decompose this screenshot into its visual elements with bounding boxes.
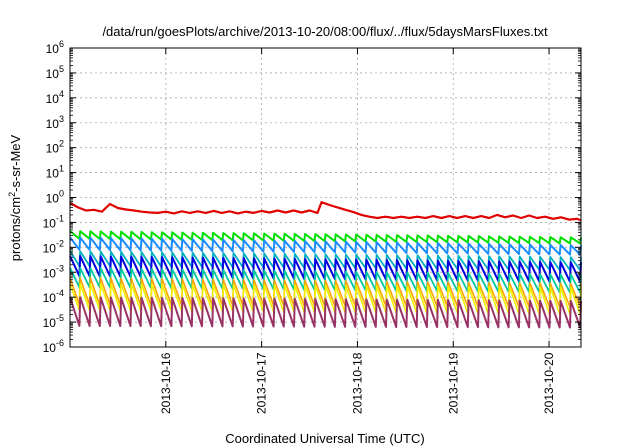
- series-line-3: [69, 236, 582, 256]
- y-tick-label: 101: [46, 164, 64, 181]
- x-tick-label: 2013-10-18: [350, 352, 364, 414]
- x-axis-label: Coordinated Universal Time (UTC): [225, 431, 424, 446]
- grid-lines: [70, 48, 581, 347]
- y-tick-label: 10-4: [43, 288, 64, 305]
- series-layer: [69, 201, 582, 329]
- y-axis-ticks: 10-6 10-5 10-4 10-3 10-2 10-1 100 101 102 103 104 1…: [43, 39, 581, 355]
- y-axis-label-prefix: protons/cm: [8, 197, 23, 261]
- x-axis-ticks: 2013-10-16 2013-10-17 2013-10-18 2013-10-19…: [159, 48, 556, 414]
- x-tick-label: 2013-10-20: [542, 352, 556, 414]
- y-tick-label: 106: [46, 39, 64, 56]
- y-tick-label: 10-2: [43, 238, 64, 255]
- y-tick-label: 10-3: [43, 263, 64, 280]
- y-tick-label: 105: [46, 64, 64, 81]
- y-tick-label: 100: [46, 189, 64, 206]
- y-axis-label: protons/cm2-s-sr-MeV: [7, 134, 23, 261]
- series-line-2: [69, 230, 582, 245]
- series-line-1: [69, 201, 582, 222]
- y-tick-label: 10-1: [43, 213, 64, 230]
- y-tick-label: 104: [46, 89, 64, 106]
- series-line-9: [69, 296, 582, 329]
- y-tick-label: 10-5: [43, 313, 64, 330]
- y-axis-label-suffix: -s-sr-MeV: [8, 134, 23, 191]
- x-tick-label: 2013-10-16: [159, 352, 173, 414]
- chart-title: /data/run/goesPlots/archive/2013-10-20/0…: [102, 24, 548, 39]
- x-tick-label: 2013-10-17: [255, 352, 269, 414]
- y-axis-label-sup: 2: [7, 192, 17, 197]
- y-tick-label: 10-6: [43, 338, 64, 355]
- y-tick-label: 103: [46, 114, 64, 131]
- x-tick-label: 2013-10-19: [446, 352, 460, 414]
- y-tick-label: 102: [46, 139, 64, 156]
